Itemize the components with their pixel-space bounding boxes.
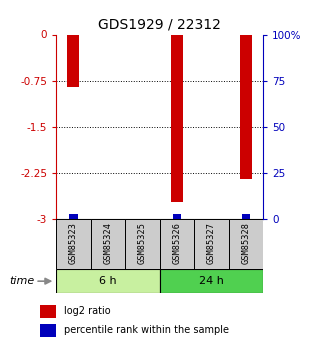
Text: GSM85328: GSM85328 [241,222,250,264]
Text: 6 h: 6 h [99,276,117,286]
Bar [40,305,56,317]
Bar [242,214,250,219]
Title: GDS1929 / 22312: GDS1929 / 22312 [98,18,221,32]
Bar [194,219,229,269]
Bar [171,34,183,202]
Bar [56,269,160,293]
Text: 24 h: 24 h [199,276,224,286]
Text: GSM85327: GSM85327 [207,222,216,264]
Bar [160,219,194,269]
Text: GSM85324: GSM85324 [103,222,112,264]
Bar [125,219,160,269]
Bar [56,219,91,269]
Text: GSM85326: GSM85326 [172,222,181,264]
Bar [160,269,263,293]
Bar [91,219,125,269]
Text: GSM85323: GSM85323 [69,222,78,264]
Text: percentile rank within the sample: percentile rank within the sample [64,325,229,335]
Bar [173,214,181,219]
Bar [40,324,56,337]
Bar [240,34,252,179]
Text: log2 ratio: log2 ratio [64,306,111,316]
Bar [69,214,78,219]
Text: GSM85325: GSM85325 [138,222,147,264]
Bar [229,219,263,269]
Bar [67,34,80,87]
Text: time: time [10,276,35,286]
